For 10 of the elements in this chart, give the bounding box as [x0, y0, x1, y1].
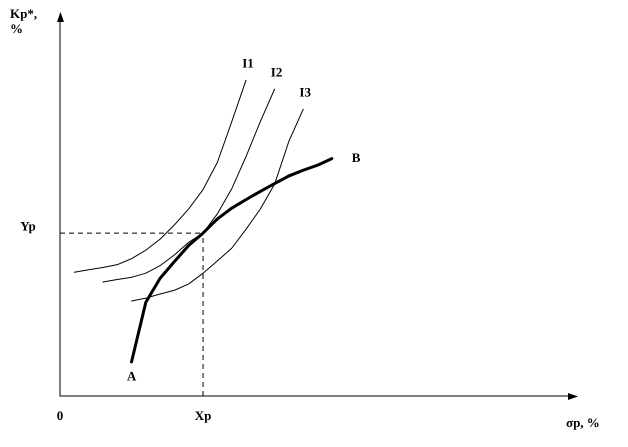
series-label: I2 — [270, 64, 282, 80]
series-label: I1 — [242, 56, 254, 71]
annotation: A — [126, 368, 137, 384]
x-tick-label: Xp — [194, 408, 212, 424]
annotation: B — [352, 150, 361, 165]
x-tick-label: 0 — [56, 408, 64, 424]
y-axis-title: Kp*, % — [10, 6, 38, 36]
series-label: I3 — [299, 84, 312, 100]
ref-line-label: Yp — [20, 218, 36, 234]
x-axis-title: σp, % — [566, 415, 600, 430]
